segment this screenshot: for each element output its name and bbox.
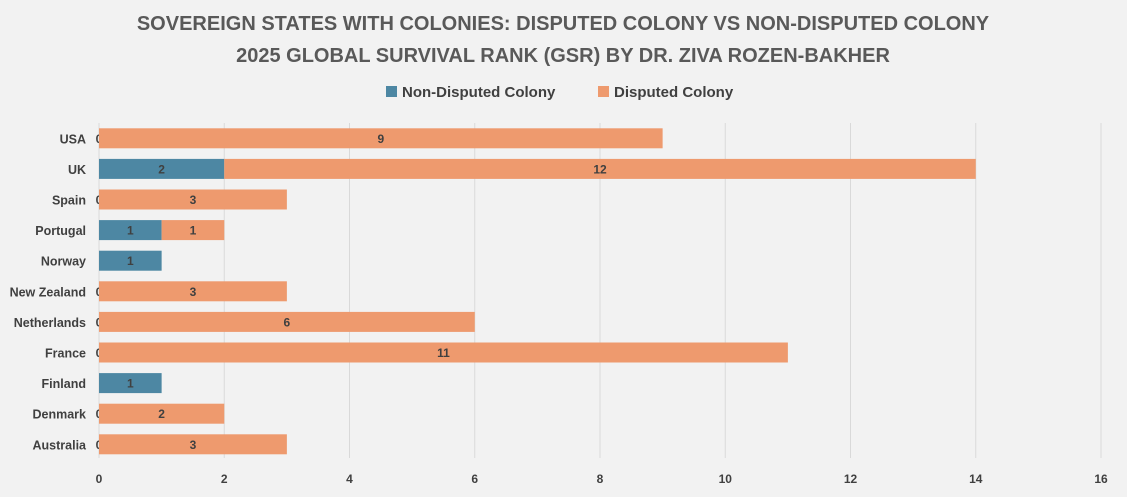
bar-segment (99, 311, 475, 332)
category-label: USA (60, 132, 86, 146)
data-label: 9 (377, 132, 384, 146)
data-label: 1 (127, 254, 134, 268)
category-label: Denmark (33, 408, 87, 422)
category-label: Australia (33, 438, 88, 452)
bar-segment (99, 403, 225, 424)
bar-segment (99, 373, 162, 394)
x-tick-label: 10 (719, 472, 733, 486)
bar-segment (99, 434, 287, 455)
category-label: Spain (52, 194, 86, 208)
x-tick-label: 14 (969, 472, 983, 486)
bar-segment (99, 158, 225, 179)
x-tick-label: 8 (597, 472, 604, 486)
bar-segment (99, 281, 287, 302)
bar-segment (99, 342, 788, 363)
category-label: Norway (41, 255, 86, 269)
bar-segment (224, 158, 976, 179)
category-label: New Zealand (10, 285, 86, 299)
category-label: Portugal (35, 224, 86, 238)
x-tick-label: 4 (346, 472, 353, 486)
chart-title-line-2: 2025 GLOBAL SURVIVAL RANK (GSR) BY DR. Z… (236, 45, 890, 67)
category-labels: USA UK Spain Portugal Norway New Zealand Nethe… (10, 132, 87, 452)
legend-swatch-0 (386, 86, 397, 97)
data-label: 2 (158, 407, 165, 421)
bars: 0921203111030601110203 (96, 128, 976, 455)
data-label: 12 (593, 162, 607, 176)
x-tick-labels: 0 2 4 6 8 10 12 14 16 (96, 472, 1108, 486)
data-label: 3 (190, 193, 197, 207)
chart-legend: Non-Disputed Colony Disputed Colony (386, 84, 734, 101)
x-tick-label: 6 (471, 472, 478, 486)
legend-label-1: Disputed Colony (614, 84, 734, 101)
chart-title-line-1: SOVEREIGN STATES WITH COLONIES: DISPUTED… (137, 13, 990, 35)
x-tick-label: 12 (844, 472, 858, 486)
bar-segment (99, 128, 663, 149)
data-label: 1 (127, 224, 134, 238)
legend-swatch-1 (598, 86, 609, 97)
bar-segment (99, 250, 162, 271)
bar-segment (161, 220, 225, 241)
data-label: 2 (158, 162, 165, 176)
x-tick-label: 0 (96, 472, 103, 486)
data-label: 3 (190, 438, 197, 452)
data-label: 1 (190, 224, 197, 238)
category-label: France (45, 347, 86, 361)
data-label: 3 (190, 285, 197, 299)
category-label: Netherlands (14, 316, 86, 330)
legend-label-0: Non-Disputed Colony (402, 84, 556, 101)
bar-segment (99, 189, 287, 210)
data-label: 11 (437, 346, 450, 360)
x-tick-label: 16 (1094, 472, 1108, 486)
bar-segment (99, 220, 162, 241)
category-label: UK (68, 163, 86, 177)
data-label: 1 (127, 377, 134, 391)
data-label: 6 (284, 315, 291, 329)
x-tick-label: 2 (221, 472, 228, 486)
category-label: Finland (42, 377, 86, 391)
